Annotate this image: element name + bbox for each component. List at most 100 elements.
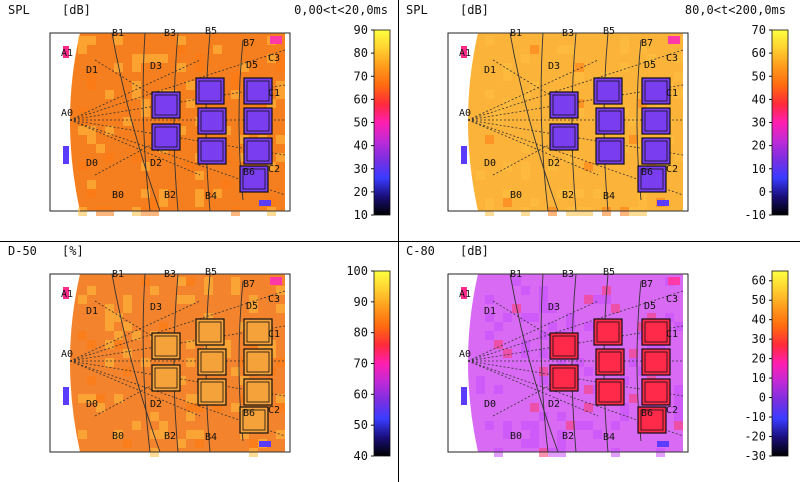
balcony-box: [595, 137, 625, 165]
plan-label-c2: C2: [666, 164, 678, 175]
panel-unit: [%]: [62, 244, 84, 258]
edge-marker: [259, 200, 271, 206]
edge-marker: [270, 36, 282, 44]
scale-tick-label: 50: [354, 116, 368, 130]
plan-label-d1: D1: [484, 65, 496, 76]
scale-tick-label: 30: [752, 332, 766, 346]
scale-tick-label: -30: [744, 449, 766, 463]
color-scale-bar: [771, 29, 789, 216]
panel-unit: [dB]: [460, 3, 489, 17]
scale-tick-label: 30: [354, 162, 368, 176]
plan-label-c3: C3: [666, 53, 678, 64]
balcony-box: [195, 77, 225, 105]
balcony-box: [549, 332, 579, 360]
balcony-boxes: [549, 318, 671, 434]
scale-tick-label: 50: [752, 293, 766, 307]
balcony-box: [243, 318, 273, 346]
plan-label-d3: D3: [548, 61, 560, 72]
plan-label-b0: B0: [112, 190, 124, 201]
scale-tick-label: 30: [752, 116, 766, 130]
plan-label-b7: B7: [641, 38, 653, 49]
plan-label-c2: C2: [666, 405, 678, 416]
plan-label-b3: B3: [562, 28, 574, 39]
scale-tick-label: 60: [752, 274, 766, 288]
scale-tick-label: 60: [752, 46, 766, 60]
scale-tick-label: 40: [354, 449, 368, 463]
plan-label-b1: B1: [112, 269, 124, 280]
plan-label-b5: B5: [205, 26, 217, 37]
plan-label-d2: D2: [548, 399, 560, 410]
edge-marker: [668, 277, 680, 285]
color-scale-bar: [373, 270, 391, 457]
balcony-box: [595, 348, 625, 376]
panel-unit: [dB]: [62, 3, 91, 17]
scale-tick-label: 10: [752, 371, 766, 385]
edge-marker: [461, 46, 467, 58]
scale-tick-label: 10: [752, 162, 766, 176]
plan-label-a1: A1: [459, 48, 471, 59]
panel-title: C-80: [406, 244, 435, 258]
scale-tick-label: 50: [752, 69, 766, 83]
plan-label-d3: D3: [150, 302, 162, 313]
plan-label-d1: D1: [484, 306, 496, 317]
plan-label-d1: D1: [86, 306, 98, 317]
plan-labels: B1 B3 B5 B7 D1 D3 D5 C3 A1 A0 D0 D2 C2 B0 B2 B4 B6 C1: [459, 267, 678, 443]
scale-tick-label: 40: [752, 313, 766, 327]
plan-label-d5: D5: [246, 301, 258, 312]
balcony-box: [243, 107, 273, 135]
plan-label-b6: B6: [641, 408, 653, 419]
plan-label-a0: A0: [459, 108, 471, 119]
plan-label-c3: C3: [268, 294, 280, 305]
plan-label-d5: D5: [644, 301, 656, 312]
balcony-boxes: [151, 77, 273, 193]
scale-tick-label: 20: [752, 352, 766, 366]
balcony-box: [593, 77, 623, 105]
balcony-box: [637, 406, 667, 434]
scale-tick-label: 10: [354, 208, 368, 222]
balcony-box: [641, 318, 671, 346]
balcony-box: [197, 378, 227, 406]
edge-marker: [63, 146, 69, 164]
edge-marker: [270, 277, 282, 285]
plan-label-b4: B4: [205, 432, 217, 443]
panel-spl-late: SPL [dB] 80,0<t<200,0ms B1 B3 B5 B7 D1 D3 D5 C3 A1 A…: [406, 3, 789, 222]
plan-label-b0: B0: [112, 431, 124, 442]
scale-tick-label: -10: [744, 410, 766, 424]
balcony-boxes: [549, 77, 671, 193]
balcony-box: [549, 123, 579, 151]
balcony-box: [549, 91, 579, 119]
balcony-box: [243, 378, 273, 406]
plan-label-a0: A0: [459, 349, 471, 360]
plan-label-a1: A1: [61, 48, 73, 59]
plan-label-b5: B5: [205, 267, 217, 278]
scale-tick-label: -20: [744, 430, 766, 444]
balcony-box: [239, 406, 269, 434]
color-scale-bar: [373, 29, 391, 216]
scale-tick-label: 0: [759, 185, 766, 199]
horizontal-divider: [0, 241, 800, 242]
scale-tick-label: -10: [744, 208, 766, 222]
plan-label-d5: D5: [246, 60, 258, 71]
panel-title: SPL: [8, 3, 30, 17]
balcony-box: [239, 165, 269, 193]
plan-label-b6: B6: [243, 408, 255, 419]
balcony-box: [151, 91, 181, 119]
balcony-box: [197, 348, 227, 376]
plan-label-b3: B3: [164, 269, 176, 280]
scale-tick-label: 70: [752, 23, 766, 37]
plan-label-c2: C2: [268, 405, 280, 416]
scale-tick-label: 70: [354, 357, 368, 371]
plan-label-b3: B3: [562, 269, 574, 280]
panel-time-window: 0,00<t<20,0ms: [294, 3, 388, 17]
balcony-box: [595, 378, 625, 406]
plan-label-b1: B1: [510, 28, 522, 39]
balcony-box: [197, 137, 227, 165]
scale-tick-label: 60: [354, 387, 368, 401]
edge-marker: [63, 287, 69, 299]
plan-label-b2: B2: [164, 431, 176, 442]
plan-label-b6: B6: [243, 167, 255, 178]
edge-marker: [63, 46, 69, 58]
plan-label-b6: B6: [641, 167, 653, 178]
balcony-box: [637, 165, 667, 193]
